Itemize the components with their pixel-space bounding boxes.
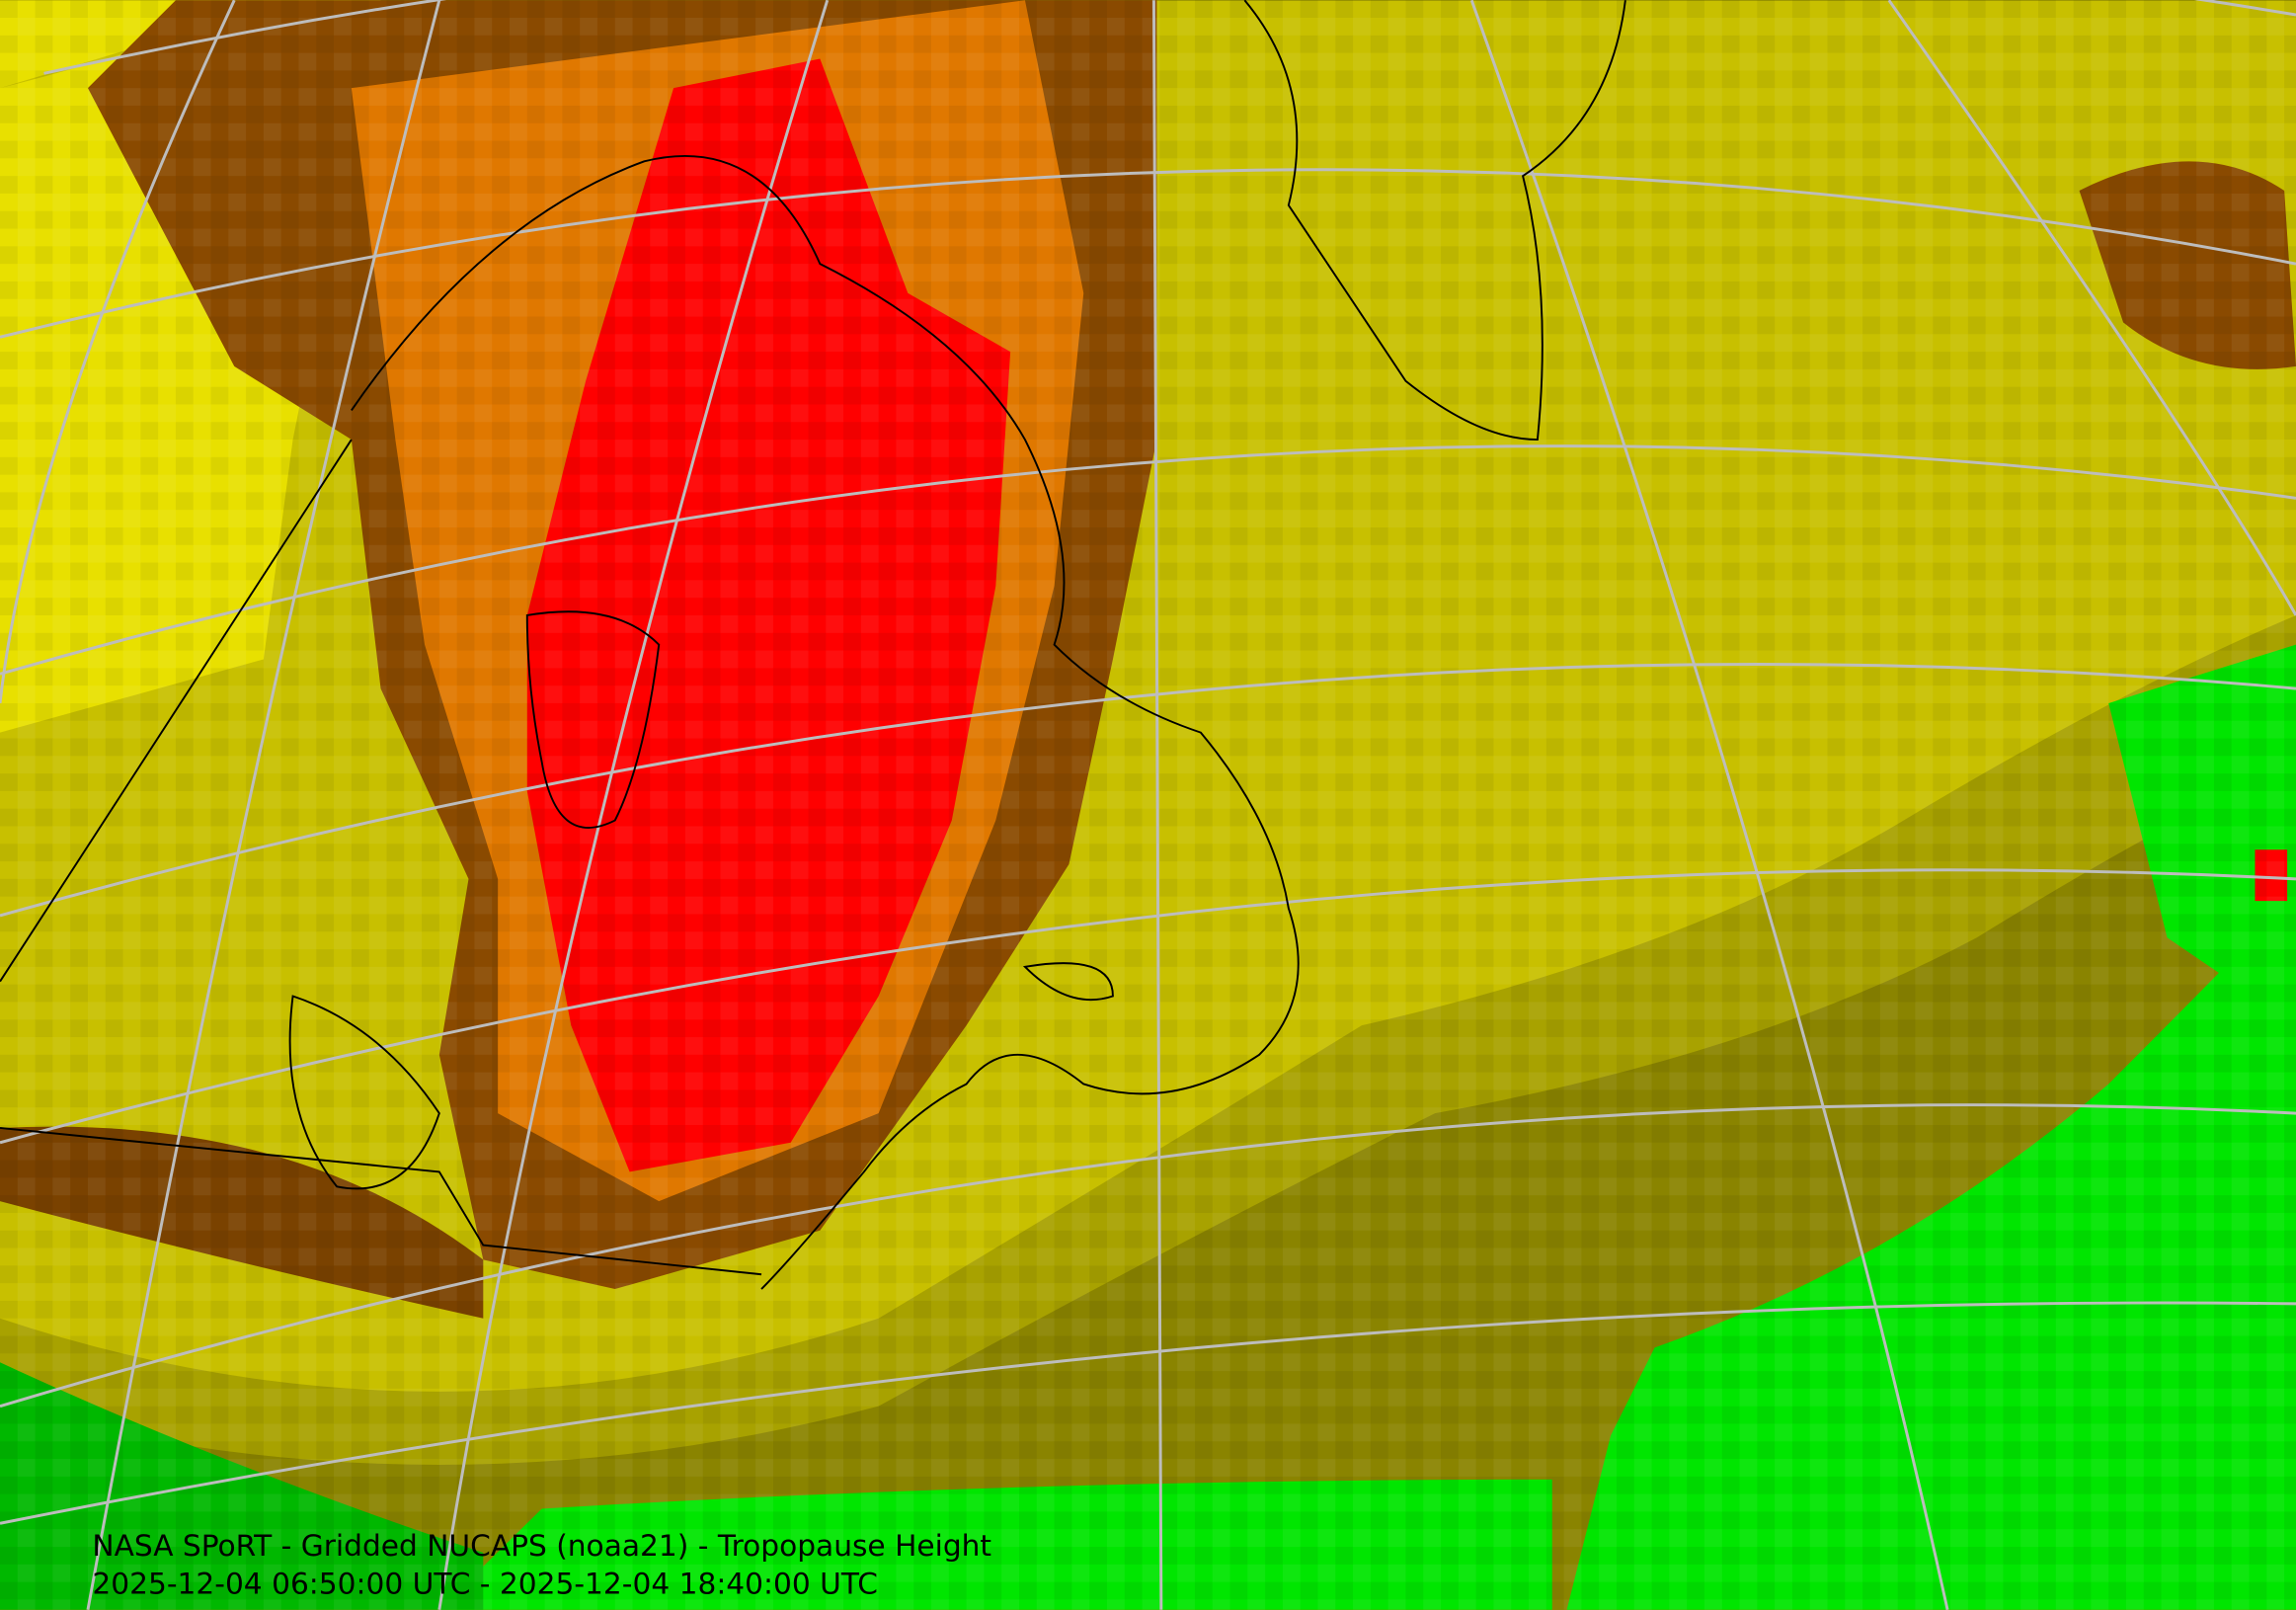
latitude-line xyxy=(0,168,2296,339)
map-time-range: 2025-12-04 06:50:00 UTC - 2025-12-04 18:… xyxy=(92,1566,878,1600)
coastline xyxy=(351,154,1300,1290)
coastline xyxy=(1243,0,1626,442)
meridian xyxy=(1887,0,2296,616)
meridian xyxy=(437,0,830,1610)
coastline xyxy=(1022,962,1114,1002)
latitude-line xyxy=(0,663,2296,918)
latitude-line xyxy=(43,0,2296,75)
meridian xyxy=(1469,0,1949,1610)
border xyxy=(0,439,762,1276)
map-title: NASA SPoRT - Gridded NUCAPS (noaa21) - T… xyxy=(92,1528,991,1563)
coastline xyxy=(288,995,440,1190)
coastline xyxy=(525,610,661,829)
meridian xyxy=(86,0,441,1610)
latitude-line xyxy=(0,868,2296,1145)
latitude-line xyxy=(0,444,2296,676)
coastlines xyxy=(0,0,1626,1290)
meridian xyxy=(0,0,236,704)
meridian xyxy=(1151,0,1163,1610)
